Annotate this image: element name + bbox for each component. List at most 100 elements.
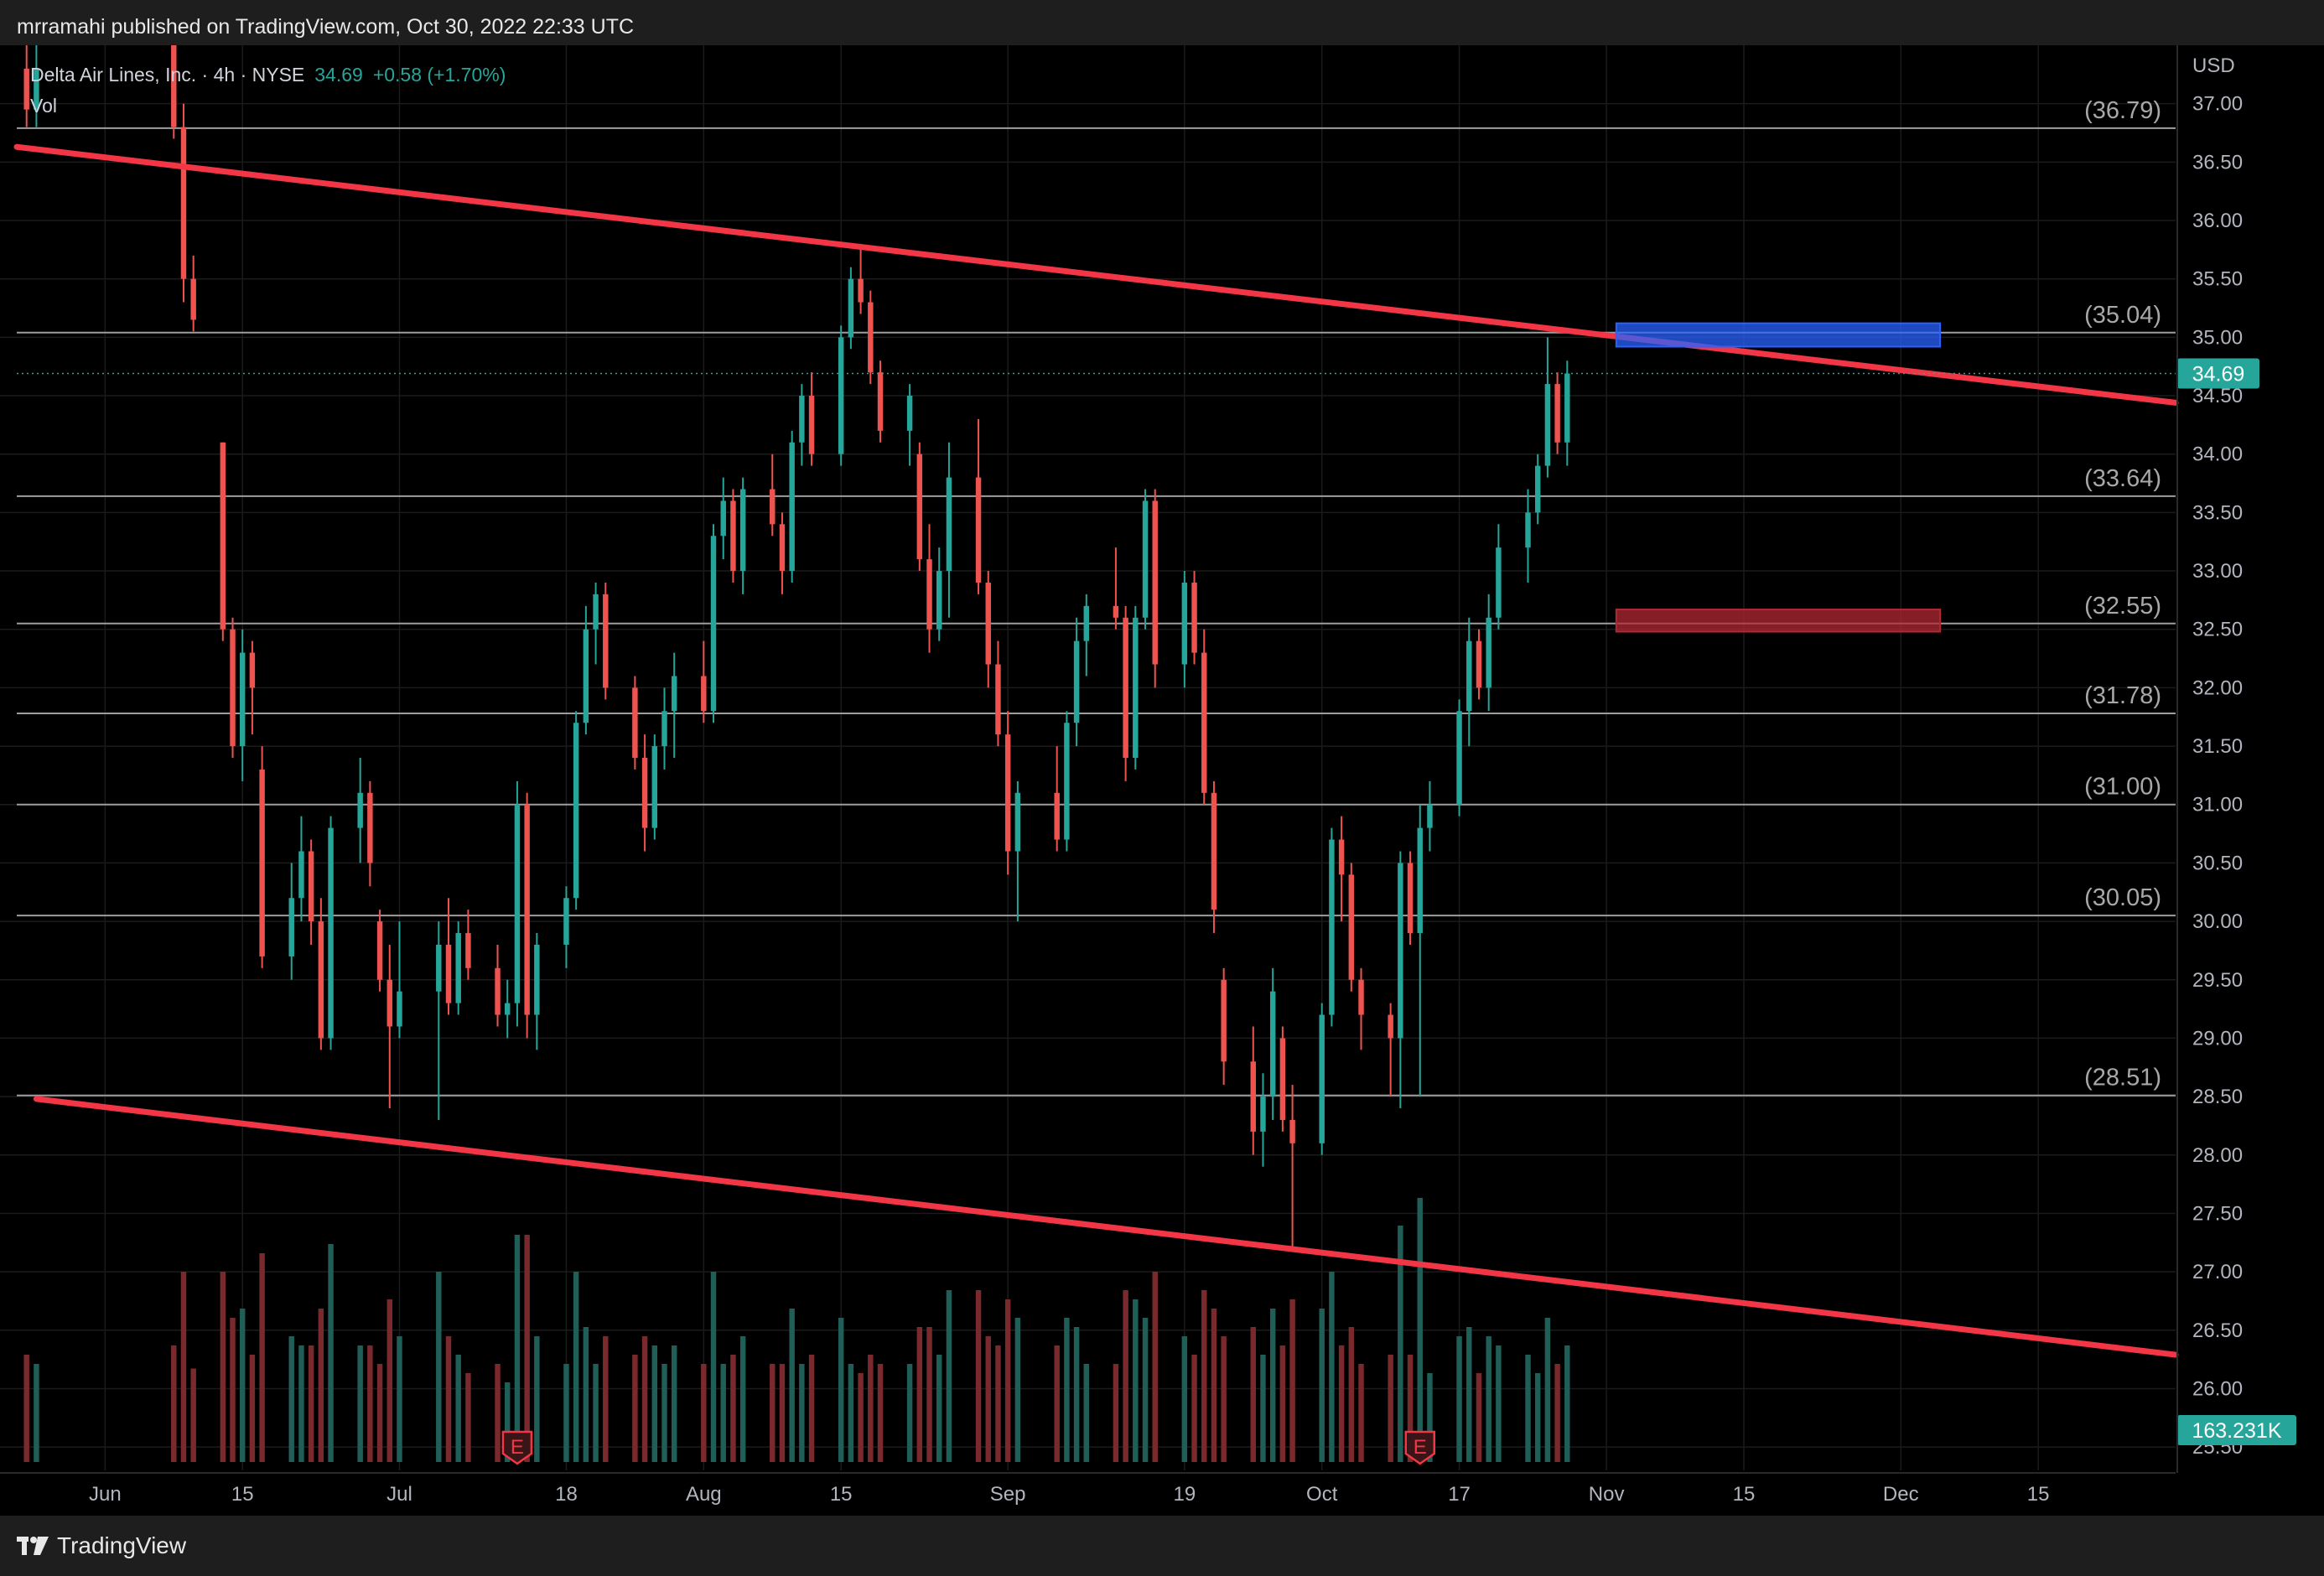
candle-body <box>1319 1014 1325 1143</box>
volume-bar <box>455 1355 461 1462</box>
volume-bar <box>1525 1355 1531 1462</box>
candle-body <box>603 594 609 688</box>
y-axis-tick-label: 33.50 <box>2192 501 2243 524</box>
volume-bar <box>1014 1318 1021 1462</box>
candle-body <box>308 851 314 922</box>
candle-body <box>1073 640 1080 723</box>
x-axis-tick-label: Aug <box>686 1483 722 1506</box>
candle-body <box>1142 500 1149 618</box>
volume-bar <box>593 1364 599 1462</box>
trendline <box>13 143 2179 406</box>
volume-bar <box>739 1336 746 1462</box>
candle-body <box>906 396 913 431</box>
volume-bar <box>34 1364 39 1462</box>
volume-bar <box>239 1309 246 1462</box>
volume-bar <box>1338 1345 1345 1462</box>
candle-body <box>632 687 638 758</box>
candle-body <box>239 652 246 747</box>
volume-bar <box>495 1364 501 1462</box>
y-axis-tick-label: 36.50 <box>2192 151 2243 174</box>
candle-body <box>770 489 776 525</box>
currency-label: USD <box>2192 54 2235 77</box>
horizontal-level-label: (28.51) <box>2084 1065 2161 1091</box>
candle-body <box>710 536 717 712</box>
horizontal-level-label: (30.05) <box>2084 884 2161 911</box>
candle-body <box>1191 582 1197 653</box>
candle-body <box>995 664 1001 735</box>
volume-bar <box>465 1373 471 1462</box>
volume-bar <box>1181 1336 1188 1462</box>
candle-body <box>1201 652 1207 793</box>
footer-bar: TradingView <box>0 1516 2324 1576</box>
volume-bar <box>1142 1318 1149 1462</box>
volume-bar <box>1250 1327 1256 1462</box>
candle-body <box>495 967 501 1015</box>
volume-bar <box>514 1235 521 1462</box>
publish-info: mrramahi published on TradingView.com, O… <box>17 15 635 39</box>
candle-body <box>1269 991 1276 1097</box>
volume-bar <box>1388 1355 1393 1462</box>
volume-bar <box>936 1355 942 1462</box>
y-axis-tick-label: 32.50 <box>2192 619 2243 641</box>
volume-bar <box>1113 1364 1119 1462</box>
earnings-marker <box>1404 1430 1435 1465</box>
volume-bar <box>877 1364 884 1462</box>
volume-bar <box>1191 1355 1197 1462</box>
candle-body <box>220 442 226 630</box>
volume-bar <box>1211 1309 1217 1462</box>
candle-body <box>799 396 805 443</box>
candle-body <box>701 676 707 712</box>
volume-bar <box>641 1336 648 1462</box>
y-axis-tick-label: 26.00 <box>2192 1377 2243 1400</box>
last-price-value: 34.69 <box>314 64 363 86</box>
x-axis-tick-label: 15 <box>2027 1483 2050 1506</box>
volume-bar <box>1427 1373 1433 1462</box>
volume-bar <box>1554 1364 1560 1462</box>
candle-body <box>985 582 991 665</box>
volume-bar <box>1201 1290 1207 1462</box>
tradingview-brand: TradingView <box>57 1532 187 1558</box>
candle-body <box>259 769 265 956</box>
x-axis-tick-label: Jul <box>386 1483 412 1506</box>
candle-body <box>1398 863 1403 1039</box>
candle-body <box>180 127 187 279</box>
volume-bar <box>298 1345 304 1462</box>
volume-bar <box>1329 1272 1335 1462</box>
red-zone <box>1615 609 1942 633</box>
volume-bar <box>1564 1345 1570 1462</box>
y-axis-tick-label: 28.50 <box>2192 1086 2243 1108</box>
volume-bar <box>534 1336 540 1462</box>
candle-body <box>936 571 942 630</box>
volume-bar <box>308 1345 314 1462</box>
volume-bar <box>808 1355 815 1462</box>
volume-bar <box>1466 1327 1472 1462</box>
volume-label: Vol <box>30 95 57 117</box>
volume-bar <box>632 1355 638 1462</box>
symbol-label: Delta Air Lines, Inc. · 4h · NYSE <box>30 64 305 86</box>
candle-body <box>1427 804 1433 828</box>
candle-body <box>298 851 304 899</box>
volume-badge <box>2177 1415 2296 1445</box>
volume-bar <box>1064 1318 1070 1462</box>
chart-background <box>0 45 2324 1516</box>
volume-bar <box>386 1299 392 1462</box>
volume-bar <box>230 1318 236 1462</box>
candle-body <box>583 629 589 723</box>
tradingview-logo[interactable]: TradingView <box>17 1532 186 1559</box>
earnings-marker-label: E <box>1414 1436 1427 1459</box>
volume-bar <box>985 1336 991 1462</box>
candle-body <box>386 979 392 1027</box>
candle-body <box>661 711 667 747</box>
volume-bar <box>1534 1373 1541 1462</box>
candle-body <box>671 676 677 712</box>
y-axis-tick-label: 27.00 <box>2192 1261 2243 1283</box>
candle-body <box>916 454 923 560</box>
x-axis-tick-label: 19 <box>1173 1483 1196 1506</box>
candle-body <box>1279 1038 1286 1120</box>
chart-area[interactable]: (36.79) (35.04) (33.64) (32.55) (31.78) (31.0… <box>0 45 2324 1516</box>
volume-bar <box>1476 1373 1482 1462</box>
publish-header: mrramahi published on TradingView.com, O… <box>0 0 2324 45</box>
candle-body <box>1152 500 1158 665</box>
candle-body <box>1358 979 1364 1015</box>
price-chart[interactable]: (36.79) (35.04) (33.64) (32.55) (31.78) (31.0… <box>0 45 2324 1516</box>
